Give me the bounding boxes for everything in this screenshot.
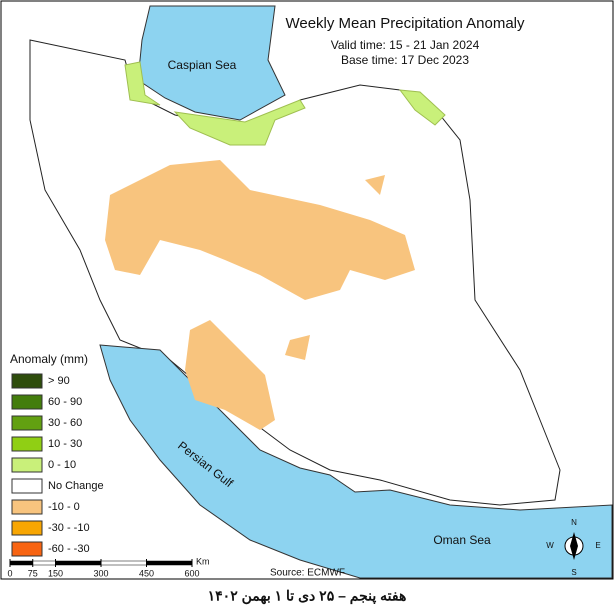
legend-label: -30 - -10 [48,522,90,534]
scale-bar: 0 75 150 300 450 600 Km [7,556,209,578]
anomaly-area [124,61,161,106]
scale-segment [55,560,102,566]
legend-swatch [11,415,43,431]
legend-title: Anomaly (mm) [10,352,88,366]
scale-label: 0 [7,568,12,578]
compass-label: W [546,541,554,550]
anomaly-area [185,320,275,430]
scale-label: 450 [139,568,154,578]
legend-swatch [11,373,43,389]
scale-label: 150 [48,568,63,578]
legend-label: 30 - 60 [48,417,82,429]
anomaly-area [365,175,385,195]
scale-label: 75 [28,568,38,578]
compass-label: N [571,518,577,527]
legend-label: No Change [48,480,104,492]
scale-segment [100,560,147,566]
legend-label: -60 - -30 [48,543,90,555]
legend-label: 60 - 90 [48,396,82,408]
legend-label: -10 - 0 [48,501,80,513]
scale-segment [146,560,193,566]
scale-unit: Km [196,556,210,566]
anomaly-area [398,89,446,126]
footer: هفته پنجم – ۲۵ دی تا ۱ بهمن ۱۴۰۲ [208,588,407,605]
legend-swatch [11,478,43,494]
legend-swatch [11,394,43,410]
scale-segment [9,560,33,566]
title: Weekly Mean Precipitation Anomaly [285,15,525,32]
scale-label: 300 [93,568,108,578]
base-time: Base time: 17 Dec 2023 [341,53,469,67]
legend-label: 0 - 10 [48,459,76,471]
negative-anomaly [105,160,415,430]
legend: > 90 60 - 90 30 - 60 10 - 30 0 - 10 No Change… [11,373,104,557]
caspian-sea [137,5,286,121]
scale-segment [32,560,56,566]
legend-swatch [11,457,43,473]
legend-swatch [11,541,43,557]
legend-label: 10 - 30 [48,438,82,450]
legend-swatch [11,520,43,536]
compass-label: E [595,541,600,550]
sea-label: Oman Sea [433,533,491,547]
source: Source: ECMWF [270,568,345,579]
positive-anomaly [124,61,446,146]
legend-swatch [11,436,43,452]
anomaly-area [105,160,415,300]
legend-swatch [11,499,43,515]
scale-label: 600 [184,568,199,578]
compass-needle [570,532,578,560]
gulf-and-oman-sea [99,344,613,579]
valid-time: Valid time: 15 - 21 Jan 2024 [331,38,480,52]
compass: N E S W [546,518,600,577]
compass-label: S [571,568,576,577]
anomaly-area [173,99,306,146]
legend-label: > 90 [48,375,70,387]
sea-label: Caspian Sea [168,58,237,72]
anomaly-area [285,335,310,360]
